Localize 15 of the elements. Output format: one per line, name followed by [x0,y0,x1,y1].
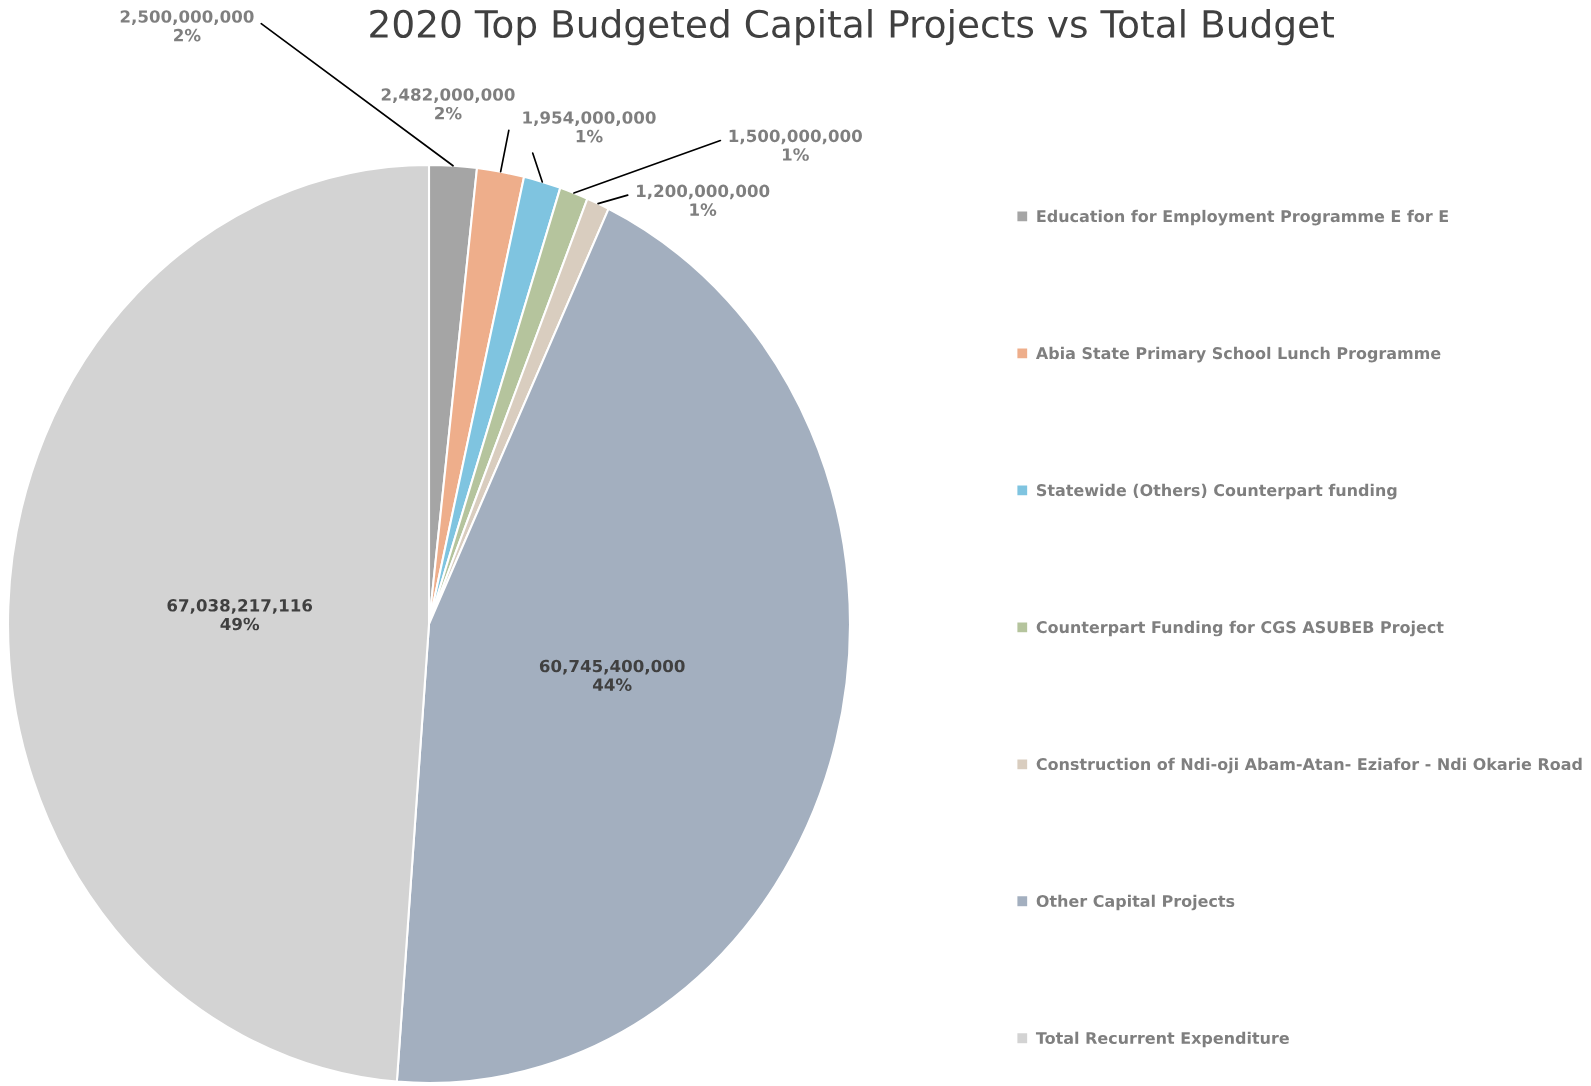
legend-label: Counterpart Funding for CGS ASUBEB Project [1036,620,1444,637]
chart-title: 2020 Top Budgeted Capital Projects vs Total Budget [370,9,1334,46]
legend-label: Education for Employment Programme E for E [1037,209,1448,226]
data-label: 60,745,400,000 44% [539,659,685,691]
data-label: 1,500,000,000 1% [729,129,862,161]
legend-label: Statewide (Others) Counterpart funding [1037,483,1397,500]
data-label: 1,954,000,000 1% [523,111,656,143]
data-label: 2,482,000,000 2% [381,88,515,120]
legend-label: Abia State Primary School Lunch Programme [1035,346,1441,363]
legend-label: Total Recurrent Expenditure [1035,1031,1289,1048]
data-label: 1,200,000,000 1% [637,184,770,216]
legend-label: Other Capital Projects [1036,894,1235,911]
data-label: 67,038,217,116 49% [167,599,313,631]
data-label: 2,500,000,000 2% [120,10,254,42]
legend-label: Construction of Ndi-oji Abam-Atan- Eziafor - Ndi Okarie Road [1036,757,1582,774]
